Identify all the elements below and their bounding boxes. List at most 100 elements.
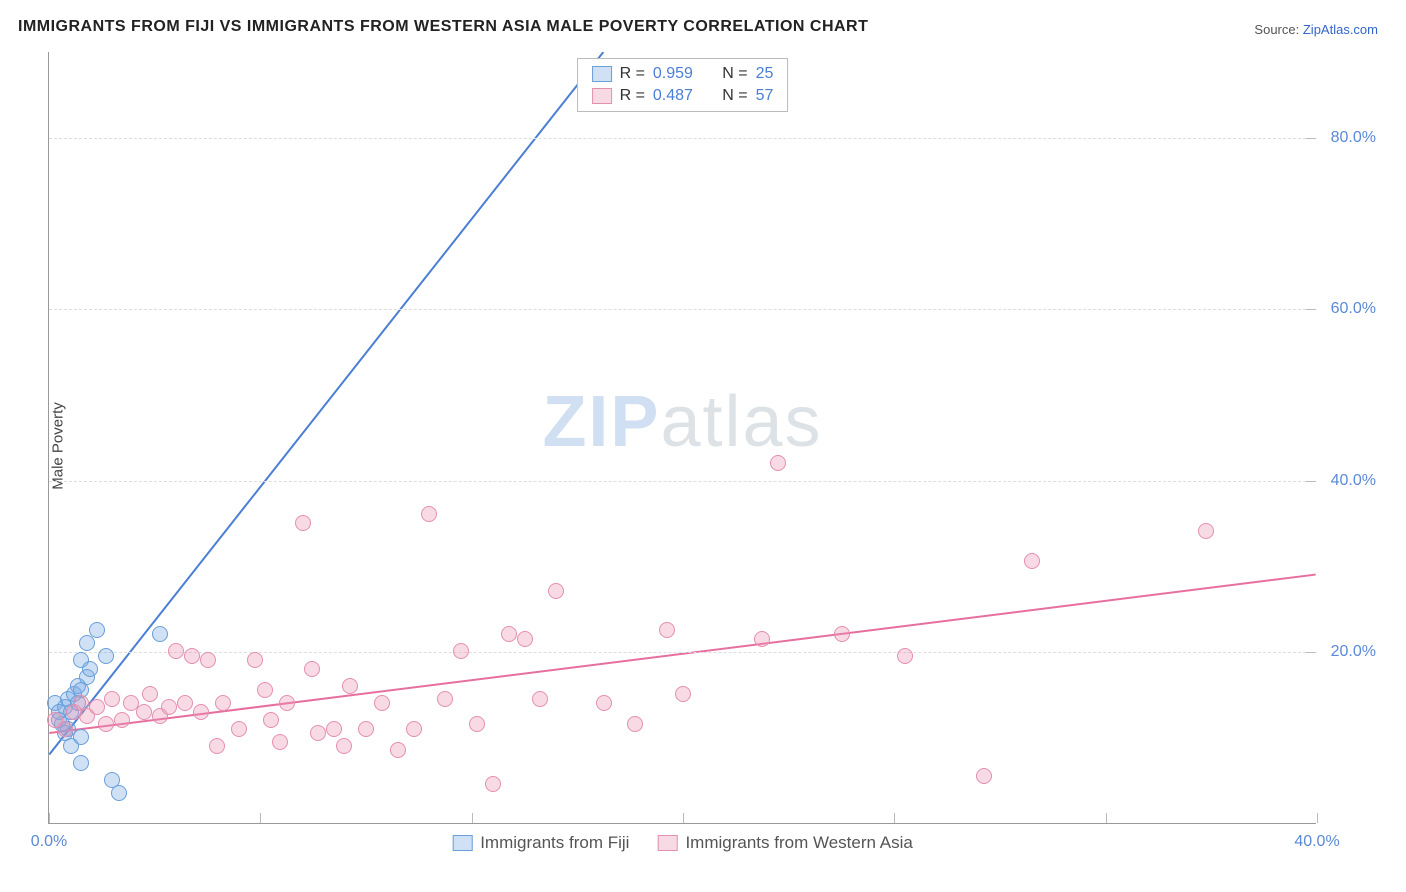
data-point-wasia bbox=[596, 695, 612, 711]
data-point-fiji bbox=[152, 626, 168, 642]
data-point-fiji bbox=[111, 785, 127, 801]
data-point-wasia bbox=[310, 725, 326, 741]
x-tick-mark bbox=[472, 813, 473, 823]
data-point-wasia bbox=[304, 661, 320, 677]
n-value-fiji: 25 bbox=[756, 65, 774, 83]
source-attribution: Source: ZipAtlas.com bbox=[1254, 22, 1378, 37]
data-point-wasia bbox=[517, 631, 533, 647]
data-point-wasia bbox=[675, 686, 691, 702]
x-tick-mark bbox=[49, 813, 50, 823]
gridline-h bbox=[49, 309, 1316, 310]
x-tick-mark bbox=[683, 813, 684, 823]
data-point-wasia bbox=[897, 648, 913, 664]
data-point-wasia bbox=[279, 695, 295, 711]
watermark-zip: ZIP bbox=[542, 382, 660, 462]
data-point-wasia bbox=[168, 643, 184, 659]
right-tick bbox=[1306, 309, 1316, 310]
legend-swatch-fiji bbox=[592, 66, 612, 82]
x-tick-mark bbox=[1106, 813, 1107, 823]
series-legend: Immigrants from Fiji Immigrants from West… bbox=[452, 833, 913, 853]
data-point-wasia bbox=[485, 776, 501, 792]
r-value-wasia: 0.487 bbox=[653, 87, 693, 105]
right-tick bbox=[1306, 652, 1316, 653]
data-point-wasia bbox=[161, 699, 177, 715]
data-point-wasia bbox=[142, 686, 158, 702]
data-point-wasia bbox=[136, 704, 152, 720]
source-link[interactable]: ZipAtlas.com bbox=[1303, 22, 1378, 37]
r-label: R = bbox=[620, 65, 645, 83]
scatter-plot-area: ZIPatlas R = 0.959 N = 25 R = 0.487 N = 5… bbox=[48, 52, 1316, 824]
data-point-wasia bbox=[421, 506, 437, 522]
data-point-wasia bbox=[104, 691, 120, 707]
data-point-wasia bbox=[501, 626, 517, 642]
series-legend-item-wasia: Immigrants from Western Asia bbox=[657, 833, 912, 853]
r-value-fiji: 0.959 bbox=[653, 65, 693, 83]
data-point-wasia bbox=[231, 721, 247, 737]
chart-title: IMMIGRANTS FROM FIJI VS IMMIGRANTS FROM … bbox=[18, 18, 868, 36]
data-point-wasia bbox=[184, 648, 200, 664]
data-point-wasia bbox=[406, 721, 422, 737]
data-point-wasia bbox=[209, 738, 225, 754]
gridline-h bbox=[49, 481, 1316, 482]
gridline-h bbox=[49, 652, 1316, 653]
n-value-wasia: 57 bbox=[756, 87, 774, 105]
legend-row-wasia: R = 0.487 N = 57 bbox=[578, 85, 788, 107]
data-point-wasia bbox=[453, 643, 469, 659]
data-point-wasia bbox=[358, 721, 374, 737]
data-point-wasia bbox=[532, 691, 548, 707]
data-point-wasia bbox=[1198, 523, 1214, 539]
data-point-wasia bbox=[627, 716, 643, 732]
x-tick-label: 40.0% bbox=[1294, 833, 1339, 851]
data-point-wasia bbox=[437, 691, 453, 707]
data-point-fiji bbox=[89, 622, 105, 638]
data-point-fiji bbox=[82, 661, 98, 677]
data-point-wasia bbox=[770, 455, 786, 471]
watermark-atlas: atlas bbox=[660, 382, 822, 462]
right-tick bbox=[1306, 138, 1316, 139]
trend-line-fiji bbox=[49, 52, 603, 754]
data-point-wasia bbox=[57, 721, 73, 737]
trend-line-wasia bbox=[49, 575, 1315, 733]
y-tick-label: 60.0% bbox=[1331, 300, 1376, 318]
y-tick-label: 20.0% bbox=[1331, 643, 1376, 661]
data-point-wasia bbox=[336, 738, 352, 754]
correlation-legend: R = 0.959 N = 25 R = 0.487 N = 57 bbox=[577, 58, 789, 112]
y-tick-label: 40.0% bbox=[1331, 472, 1376, 490]
series-swatch-wasia bbox=[657, 835, 677, 851]
data-point-wasia bbox=[390, 742, 406, 758]
data-point-wasia bbox=[263, 712, 279, 728]
data-point-wasia bbox=[976, 768, 992, 784]
data-point-wasia bbox=[548, 583, 564, 599]
data-point-wasia bbox=[295, 515, 311, 531]
data-point-wasia bbox=[257, 682, 273, 698]
data-point-wasia bbox=[89, 699, 105, 715]
data-point-wasia bbox=[1024, 553, 1040, 569]
n-label: N = bbox=[722, 65, 747, 83]
data-point-wasia bbox=[754, 631, 770, 647]
right-tick bbox=[1306, 481, 1316, 482]
data-point-wasia bbox=[114, 712, 130, 728]
data-point-wasia bbox=[834, 626, 850, 642]
gridline-h bbox=[49, 138, 1316, 139]
series-label-wasia: Immigrants from Western Asia bbox=[685, 833, 912, 853]
x-tick-mark bbox=[894, 813, 895, 823]
data-point-wasia bbox=[215, 695, 231, 711]
series-legend-item-fiji: Immigrants from Fiji bbox=[452, 833, 629, 853]
watermark: ZIPatlas bbox=[542, 381, 822, 463]
data-point-fiji bbox=[73, 755, 89, 771]
x-tick-label: 0.0% bbox=[31, 833, 67, 851]
x-tick-mark bbox=[1317, 813, 1318, 823]
trend-lines-layer bbox=[49, 52, 1316, 823]
x-tick-mark bbox=[260, 813, 261, 823]
source-label: Source: bbox=[1254, 22, 1299, 37]
data-point-wasia bbox=[469, 716, 485, 732]
data-point-wasia bbox=[659, 622, 675, 638]
data-point-wasia bbox=[374, 695, 390, 711]
data-point-wasia bbox=[177, 695, 193, 711]
data-point-wasia bbox=[272, 734, 288, 750]
legend-swatch-wasia bbox=[592, 88, 612, 104]
series-swatch-fiji bbox=[452, 835, 472, 851]
data-point-wasia bbox=[247, 652, 263, 668]
data-point-wasia bbox=[326, 721, 342, 737]
data-point-wasia bbox=[98, 716, 114, 732]
